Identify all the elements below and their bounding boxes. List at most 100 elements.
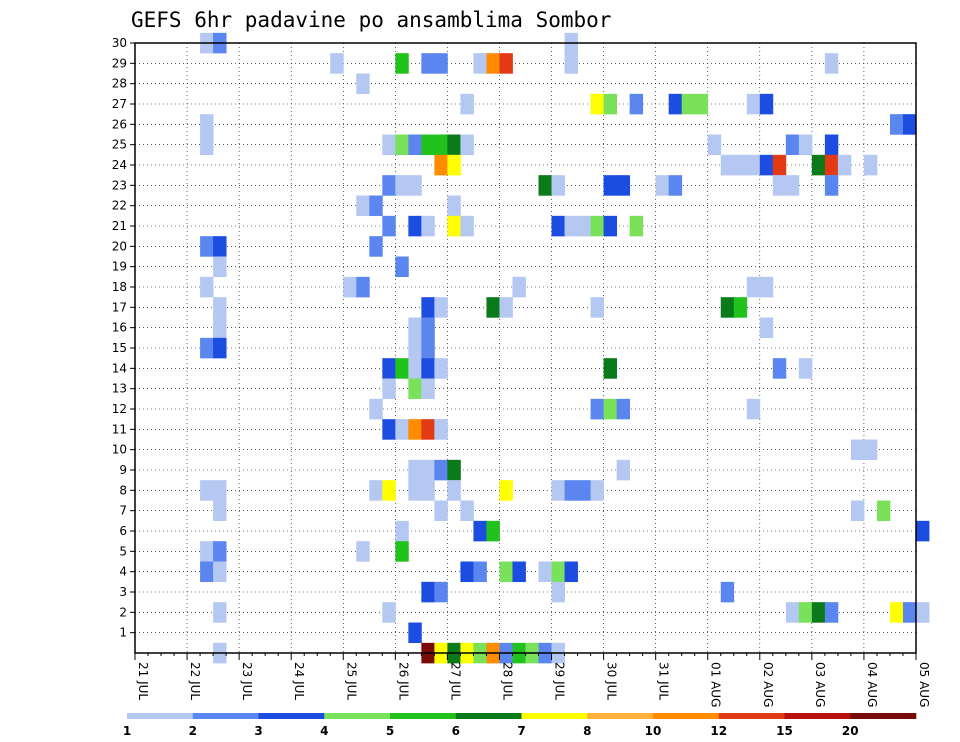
heatmap-cell	[408, 215, 422, 237]
heatmap-cell	[785, 602, 800, 623]
heatmap-cell	[213, 317, 227, 339]
x-axis: 21 JUL 22 JUL 23 JUL 24 JUL 25 JUL 26 JUL 27 J…	[134, 653, 931, 707]
y-tick-label: 4	[119, 565, 127, 579]
heatmap-cell	[421, 215, 435, 237]
x-tick-label: 25 JUL	[344, 662, 358, 700]
colorbar-label: 5	[386, 724, 394, 738]
heatmap-cell	[460, 215, 474, 237]
heatmap-cell	[395, 358, 409, 379]
heatmap-cell	[356, 195, 370, 217]
heatmap-cell	[434, 53, 448, 74]
y-tick-label: 23	[112, 178, 127, 192]
heatmap-cell	[447, 154, 461, 176]
colorbar-label: 15	[776, 724, 793, 738]
heatmap-cell	[694, 93, 709, 115]
heatmap-cell	[785, 175, 800, 196]
heatmap-cell	[356, 541, 370, 562]
colorbar-label: 7	[517, 724, 525, 738]
y-tick-label: 20	[112, 239, 127, 253]
heatmap-cell	[499, 561, 513, 583]
heatmap-cell	[473, 561, 487, 583]
heatmap-cell	[382, 602, 396, 623]
heatmap-cell	[616, 175, 631, 196]
heatmap-cell	[213, 602, 227, 623]
heatmap-cell	[460, 93, 474, 115]
heatmap-cell	[824, 154, 839, 176]
heatmap-cell	[421, 317, 435, 339]
heatmap-cell	[395, 541, 409, 562]
heatmap-cell	[577, 480, 591, 501]
heatmap-cell	[590, 480, 604, 501]
heatmap-cell	[408, 378, 422, 400]
heatmap-cell	[408, 337, 422, 359]
heatmap-cell	[421, 459, 435, 481]
heatmap-cell	[603, 215, 618, 237]
heatmap-cell	[382, 378, 396, 400]
heatmap-cell	[356, 276, 370, 298]
heatmap-cell	[551, 561, 565, 583]
heatmap-cell	[369, 195, 383, 217]
heatmap-cell	[408, 459, 422, 481]
heatmap-cell	[434, 459, 448, 481]
heatmap-cell	[538, 561, 552, 583]
heatmap-cell	[395, 520, 409, 542]
x-tick-label: 26 JUL	[396, 662, 410, 700]
colorbar-swatch	[455, 713, 522, 719]
heatmap-cell	[486, 297, 500, 318]
heatmap-cell	[629, 93, 644, 115]
heatmap-cell	[200, 561, 214, 583]
colorbar: 1 2 3 4 5 6 7 8 10 12 15 20	[123, 713, 917, 738]
heatmap-cell	[408, 419, 422, 440]
heatmap-cell	[824, 602, 839, 623]
heatmap-cell	[200, 337, 214, 359]
colorbar-swatch	[521, 713, 588, 719]
heatmap-cell	[200, 480, 214, 501]
y-tick-label: 3	[119, 585, 127, 599]
heatmap-cell	[889, 114, 904, 135]
x-tick-label: 01 AUG	[709, 662, 723, 707]
y-tick-label: 19	[112, 260, 127, 274]
heatmap-cell	[382, 480, 396, 501]
heatmap-cell	[759, 317, 774, 339]
colorbar-swatch	[587, 713, 654, 719]
heatmap-cell	[902, 114, 917, 135]
heatmap-cell	[434, 154, 448, 176]
heatmap-cell	[382, 358, 396, 379]
heatmap-cell	[200, 236, 214, 257]
heatmap-cell	[434, 500, 448, 522]
heatmap-cell	[408, 622, 422, 644]
heatmap-cell	[603, 175, 618, 196]
heatmap-cell	[720, 297, 735, 318]
y-tick-label: 18	[112, 280, 127, 294]
heatmap-cell	[681, 93, 696, 115]
heatmap-cell	[759, 93, 774, 115]
y-tick-label: 22	[112, 199, 127, 213]
heatmap-cell	[421, 337, 435, 359]
heatmap-cell	[629, 215, 644, 237]
heatmap-cell	[551, 175, 565, 196]
heatmap-cell	[798, 602, 813, 623]
x-tick-label: 30 JUL	[605, 662, 619, 700]
heatmap-cell	[590, 93, 604, 115]
heatmap-cell	[421, 480, 435, 501]
colorbar-swatch	[192, 713, 259, 719]
heatmap-cell	[772, 175, 787, 196]
heatmap-cell	[512, 561, 526, 583]
y-tick-label: 11	[112, 422, 127, 436]
colorbar-label: 8	[583, 724, 591, 738]
colorbar-swatch	[653, 713, 720, 719]
heatmap-cell	[603, 398, 618, 420]
heatmap-cell	[421, 378, 435, 400]
heatmap-cell	[837, 154, 852, 176]
heatmap-cell	[733, 297, 748, 318]
y-tick-label: 6	[119, 524, 127, 538]
heatmap-cell	[434, 297, 448, 318]
heatmap-cell	[447, 195, 461, 217]
colorbar-label: 20	[842, 724, 859, 738]
heatmap-cell	[213, 480, 227, 501]
heatmap-cell	[395, 419, 409, 440]
heatmap-cell	[421, 53, 435, 74]
heatmap-cell	[668, 93, 683, 115]
colorbar-label: 2	[189, 724, 197, 738]
